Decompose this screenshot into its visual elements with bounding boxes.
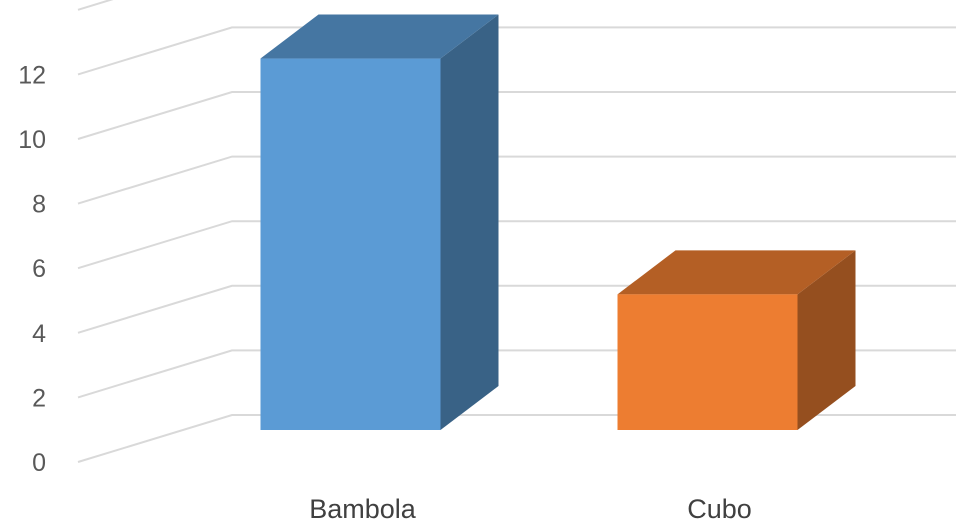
bars [260,14,856,431]
gridline-3 [77,220,956,270]
bar-front-bambola [260,58,441,431]
gridline-4 [77,155,956,205]
bar-bambola [260,14,499,431]
x-tick-label-cubo: Cubo [687,494,752,524]
x-axis-labels: Bambola Cubo [309,494,752,524]
bar-top-cubo [617,250,856,295]
y-tick-label-2: 4 [32,320,46,348]
y-axis-ticks: 0 2 4 6 8 10 12 [18,61,46,477]
bar-front-cubo [617,294,798,430]
x-tick-label-bambola: Bambola [309,494,417,524]
y-tick-label-6: 12 [18,61,46,89]
bar-side-bambola [440,14,499,431]
y-tick-label-1: 2 [32,384,46,412]
gridline-6 [77,26,956,76]
gridline-7 [77,0,114,11]
y-tick-label-4: 8 [32,191,46,219]
y-tick-label-0: 0 [32,449,46,477]
gridline-5 [77,91,956,140]
bar-cubo [617,250,856,430]
bar-side-cubo [797,250,856,430]
gridline-0 [77,414,956,463]
gridlines [77,0,956,463]
bar-top-bambola [260,14,499,59]
y-tick-label-5: 10 [18,126,46,154]
y-tick-label-3: 6 [32,255,46,283]
